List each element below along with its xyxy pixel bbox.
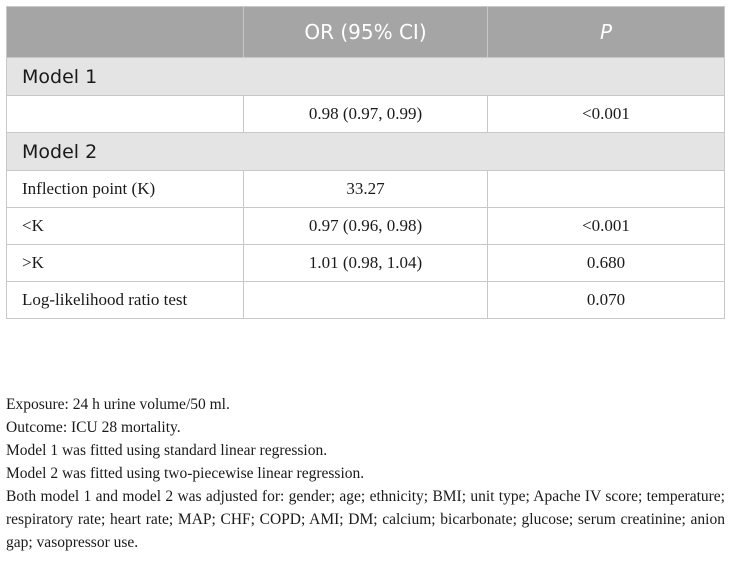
row-label: Log-likelihood ratio test (6, 281, 244, 319)
row-label: Inflection point (K) (6, 170, 244, 208)
row-label: <K (6, 207, 244, 245)
header-p-cell: P (487, 6, 725, 58)
header-row: OR (95% CI) P (6, 6, 725, 58)
row-or: 0.98 (0.97, 0.99) (243, 95, 488, 133)
footnote-adjustment: Both model 1 and model 2 was adjusted fo… (6, 488, 725, 551)
section-title: Model 2 (6, 132, 725, 171)
row-or: 33.27 (243, 170, 488, 208)
row-p: <0.001 (487, 95, 725, 133)
section-row-model-1: Model 1 (6, 57, 725, 96)
table-row: Log-likelihood ratio test 0.070 (6, 281, 725, 319)
row-p: 0.070 (487, 281, 725, 319)
footnote-outcome: Outcome: ICU 28 mortality. (6, 419, 181, 436)
section-row-model-2: Model 2 (6, 132, 725, 171)
results-table: OR (95% CI) P Model 1 0.98 (0.97, 0.99) … (6, 6, 725, 319)
row-label: >K (6, 244, 244, 282)
table-footnotes: Exposure: 24 h urine volume/50 ml. Outco… (6, 393, 725, 554)
table-row: Inflection point (K) 33.27 (6, 170, 725, 208)
row-p: 0.680 (487, 244, 725, 282)
header-or-cell: OR (95% CI) (243, 6, 488, 58)
row-or: 0.97 (0.96, 0.98) (243, 207, 488, 245)
header-label-cell (6, 6, 244, 58)
row-or: 1.01 (0.98, 1.04) (243, 244, 488, 282)
table-row: 0.98 (0.97, 0.99) <0.001 (6, 95, 725, 133)
footnote-model-1: Model 1 was fitted using standard linear… (6, 442, 328, 459)
section-title: Model 1 (6, 57, 725, 96)
table-row: >K 1.01 (0.98, 1.04) 0.680 (6, 244, 725, 282)
footnote-exposure: Exposure: 24 h urine volume/50 ml. (6, 396, 230, 413)
row-p (487, 170, 725, 208)
row-label (6, 95, 244, 133)
footnote-model-2: Model 2 was fitted using two-piecewise l… (6, 465, 365, 482)
row-or (243, 281, 488, 319)
row-p: <0.001 (487, 207, 725, 245)
table-row: <K 0.97 (0.96, 0.98) <0.001 (6, 207, 725, 245)
